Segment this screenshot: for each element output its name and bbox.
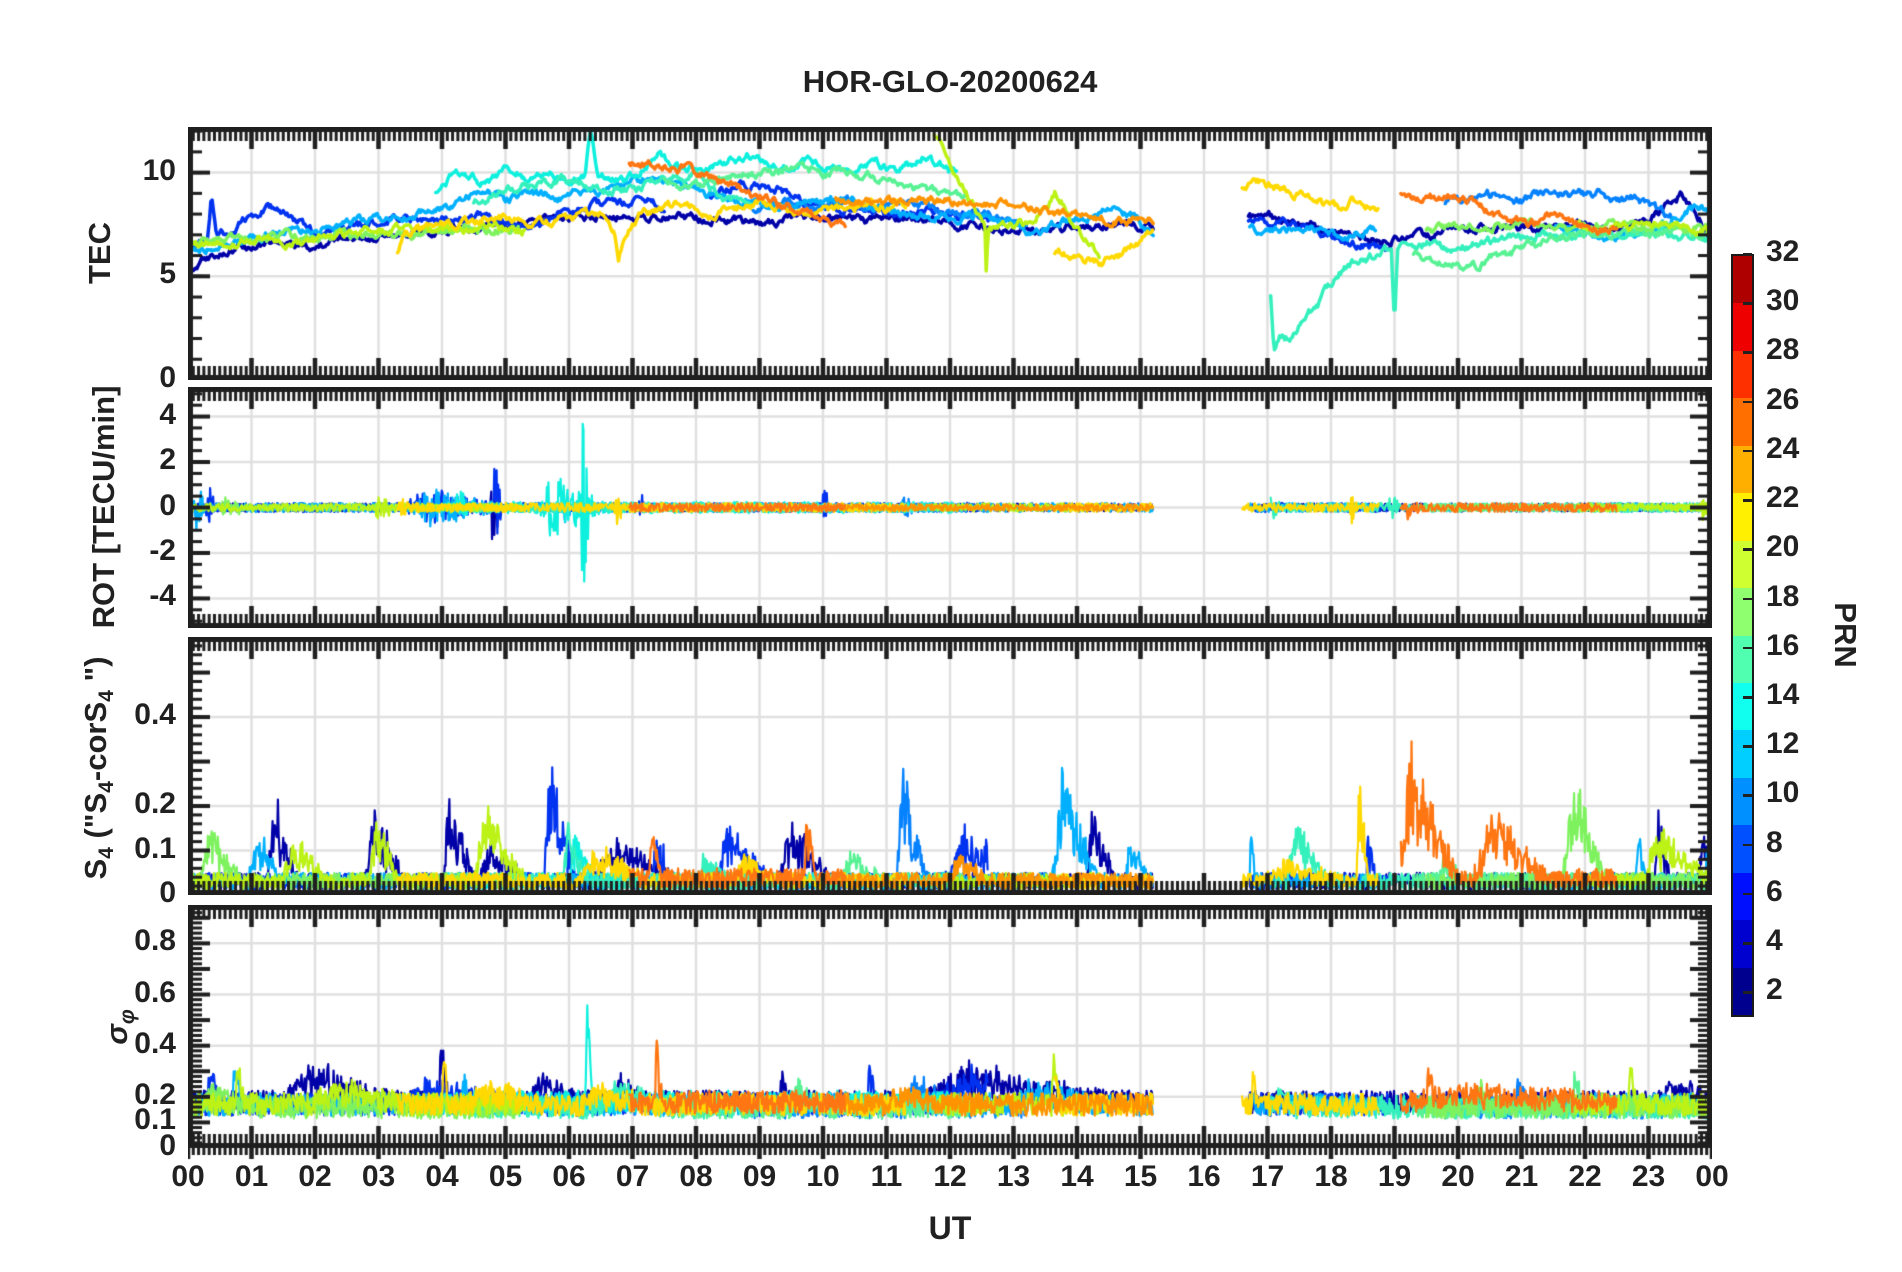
y-tick-label: 0 xyxy=(159,361,176,394)
colorbar-segment xyxy=(1733,777,1752,826)
y-tick-label: 0.1 xyxy=(134,1103,176,1137)
x-tick-label: 23 xyxy=(1631,1160,1666,1193)
colorbar-segment xyxy=(1733,872,1752,921)
colorbar-segment xyxy=(1733,967,1752,1015)
x-tick-label: 16 xyxy=(1187,1160,1221,1193)
x-tick-label: 02 xyxy=(298,1160,332,1193)
colorbar-segment xyxy=(1733,825,1752,873)
colorbar-tick-label: 30 xyxy=(1766,284,1800,318)
x-tick-label: 01 xyxy=(234,1160,269,1193)
colorbar-tick-mark xyxy=(1743,400,1752,404)
colorbar-tick-mark xyxy=(1743,548,1752,551)
x-tick-label: 18 xyxy=(1314,1160,1348,1193)
x-tick-label: 21 xyxy=(1504,1160,1539,1193)
y-tick-label: 2 xyxy=(159,443,176,477)
x-tick-label: 03 xyxy=(361,1160,396,1193)
colorbar-tick-label: 4 xyxy=(1766,924,1783,958)
colorbar-tick-mark xyxy=(1743,942,1752,945)
x-tick-label: 19 xyxy=(1377,1160,1412,1193)
x-tick-label: 11 xyxy=(870,1160,903,1193)
colorbar-tick-label: 22 xyxy=(1766,481,1800,515)
x-tick-label: 00 xyxy=(1695,1160,1729,1193)
y-tick-label: -4 xyxy=(149,579,176,613)
y-tick-label: 0.6 xyxy=(134,975,176,1009)
y-tick-label: 5 xyxy=(159,257,176,291)
colorbar-tick-label: 6 xyxy=(1766,874,1783,908)
y-tick-label: 0.4 xyxy=(134,698,176,732)
colorbar-tick-mark xyxy=(1743,646,1752,650)
colorbar xyxy=(1731,254,1754,1017)
colorbar-tick-mark xyxy=(1743,499,1752,502)
y-tick-label: 0 xyxy=(159,488,176,522)
x-tick-label: 00 xyxy=(171,1160,205,1193)
colorbar-tick-mark xyxy=(1743,597,1752,601)
colorbar-segment xyxy=(1733,256,1752,304)
colorbar-tick-mark xyxy=(1743,991,1752,994)
colorbar-tick-mark xyxy=(1743,302,1752,305)
x-tick-label: 08 xyxy=(679,1160,713,1193)
colorbar-segment xyxy=(1733,730,1752,778)
y-tick-label: 4 xyxy=(159,397,176,431)
colorbar-segment xyxy=(1733,588,1752,636)
colorbar-tick-mark xyxy=(1743,745,1752,748)
colorbar-tick-label: 16 xyxy=(1766,628,1800,662)
colorbar-segment xyxy=(1733,350,1752,399)
y-tick-label: 0.1 xyxy=(134,831,176,865)
colorbar-tick-mark xyxy=(1743,843,1752,847)
colorbar-tick-label: 2 xyxy=(1766,973,1783,1007)
colorbar-tick-label: 10 xyxy=(1766,776,1800,810)
colorbar-tick-label: 12 xyxy=(1766,727,1800,761)
y-tick-label: 0.2 xyxy=(134,1077,176,1111)
colorbar-segment xyxy=(1733,493,1752,541)
x-tick-label: 22 xyxy=(1568,1160,1602,1193)
colorbar-tick-mark xyxy=(1743,253,1752,256)
x-tick-label: 09 xyxy=(742,1160,777,1193)
x-axis-label: UT xyxy=(928,1210,972,1246)
x-tick-label: 07 xyxy=(615,1160,650,1193)
y-tick-label: 0.2 xyxy=(134,787,176,821)
colorbar-segment xyxy=(1733,445,1752,494)
colorbar-segment xyxy=(1733,682,1752,731)
x-tick-label: 06 xyxy=(552,1160,586,1193)
y-tick-label: 0 xyxy=(159,876,176,909)
y-tick-label: -2 xyxy=(149,533,176,567)
colorbar-tick-label: 24 xyxy=(1766,431,1800,465)
colorbar-tick-mark xyxy=(1743,696,1752,699)
x-tick-label: 10 xyxy=(806,1160,840,1193)
y-tick-label: 10 xyxy=(142,153,176,187)
colorbar-segment xyxy=(1733,920,1752,968)
colorbar-tick-label: 18 xyxy=(1766,579,1800,613)
colorbar-tick-label: 8 xyxy=(1766,825,1783,859)
colorbar-tick-mark xyxy=(1743,892,1752,896)
colorbar-tick-mark xyxy=(1743,794,1752,797)
rot-panel-canvas xyxy=(188,387,1712,628)
x-tick-label: 05 xyxy=(488,1160,523,1193)
colorbar-segment xyxy=(1733,398,1752,446)
x-tick-label: 13 xyxy=(996,1160,1031,1193)
x-tick-label: 04 xyxy=(425,1160,459,1193)
colorbar-segment xyxy=(1733,540,1752,589)
colorbar-segment xyxy=(1733,303,1752,351)
tec-panel-canvas xyxy=(188,127,1712,380)
colorbar-tick-mark xyxy=(1743,449,1752,453)
colorbar-segment xyxy=(1733,635,1752,683)
chart-title: HOR-GLO-20200624 xyxy=(802,64,1098,99)
s4-panel-canvas xyxy=(188,637,1712,895)
sigma-panel-canvas xyxy=(188,905,1712,1162)
x-tick-label: 17 xyxy=(1250,1160,1285,1193)
colorbar-tick-label: 28 xyxy=(1766,333,1800,367)
x-tick-label: 14 xyxy=(1060,1160,1094,1193)
y-tick-label: 0.4 xyxy=(134,1026,176,1060)
colorbar-tick-mark xyxy=(1743,351,1752,354)
x-tick-label: 15 xyxy=(1123,1160,1158,1193)
colorbar-tick-label: 20 xyxy=(1766,530,1800,564)
x-tick-label: 20 xyxy=(1441,1160,1475,1193)
y-tick-label: 0.8 xyxy=(134,924,176,958)
y-tick-label: 0 xyxy=(159,1129,176,1162)
x-tick-label: 12 xyxy=(933,1160,967,1193)
colorbar-tick-label: 14 xyxy=(1766,678,1800,712)
colorbar-tick-label: 26 xyxy=(1766,382,1800,416)
colorbar-tick-label: 32 xyxy=(1766,235,1800,268)
